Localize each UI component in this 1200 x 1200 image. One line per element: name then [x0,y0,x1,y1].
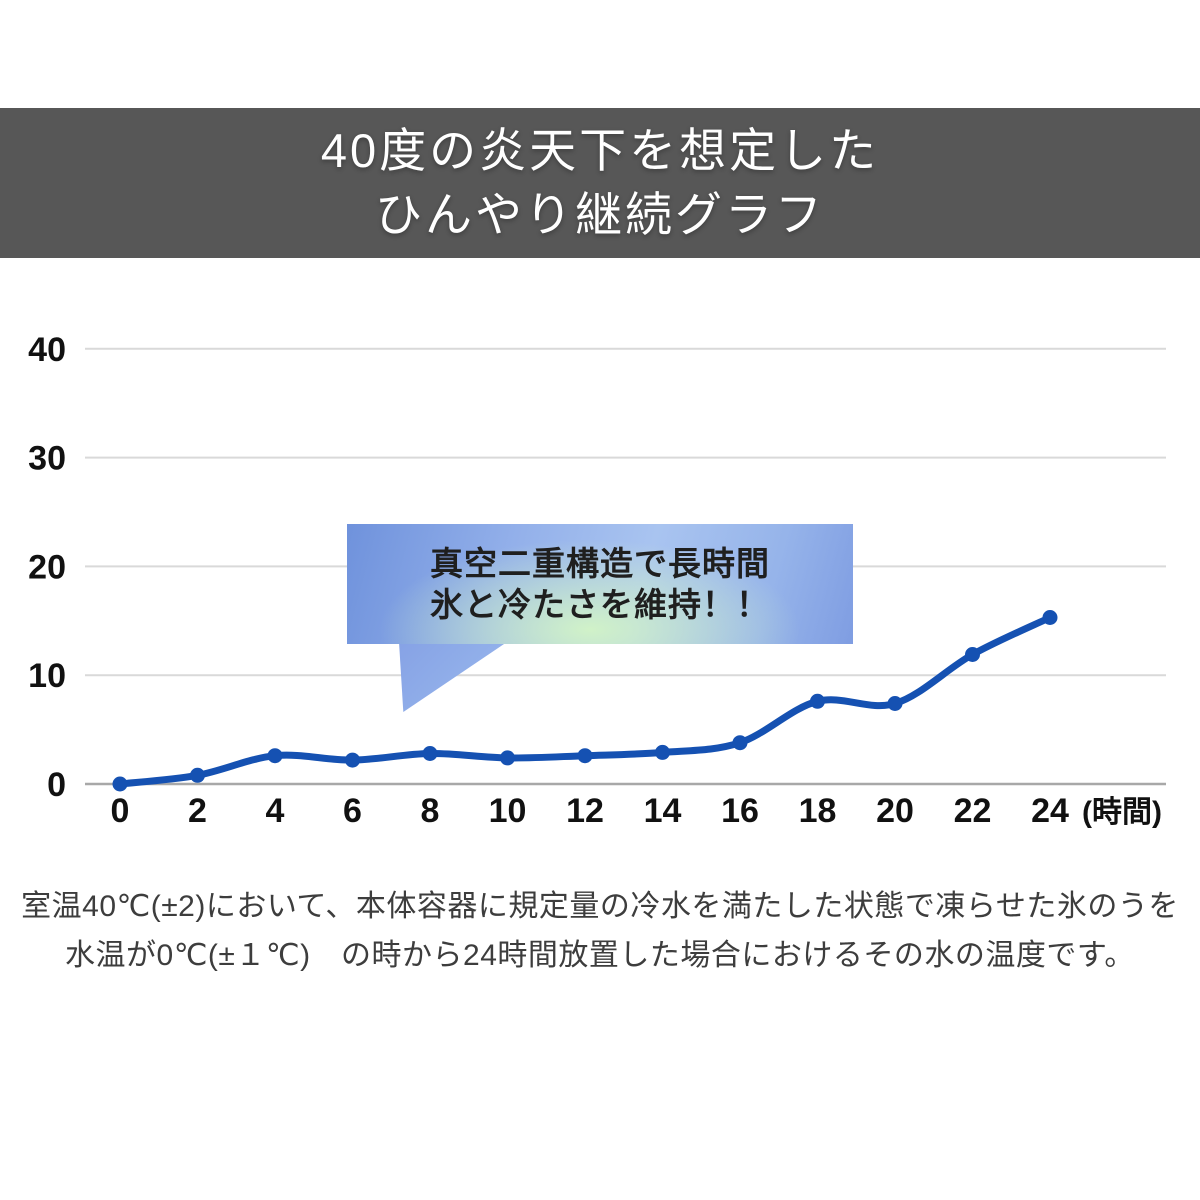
data-point-marker [810,693,825,709]
y-tick-label: 10 [28,657,66,695]
data-point-marker [577,748,593,764]
x-tick-label: 0 [111,792,130,830]
page-title-line-1: 40度の炎天下を想定した [320,124,880,177]
footnote-line-2: 水温が0℃(±１℃) の時から24時間放置した場合におけるその水の温度です。 [65,939,1135,972]
y-tick-label: 0 [47,766,66,804]
x-tick-label: 12 [566,792,604,830]
x-tick-label: 4 [266,792,285,830]
header-banner: 40度の炎天下を想定した ひんやり継続グラフ [0,108,1200,258]
x-tick-label: 20 [876,792,914,830]
speech-bubble: 真空二重構造で長時間 氷と冷たさを維持！！ [347,524,853,644]
data-point-marker [190,767,205,783]
x-tick-label: 18 [799,792,837,830]
data-point-marker [422,746,438,761]
line-chart: 0 10 20 30 40 0 2 4 6 8 10 12 14 16 18 20 22 24 (時間) [0,300,1200,860]
y-tick-label: 40 [28,331,66,369]
x-tick-label: 14 [644,792,682,830]
x-tick-label: 6 [343,792,362,830]
x-tick-label: 22 [954,792,992,830]
data-point-marker [345,752,360,768]
data-point-marker [112,776,128,792]
page-title-line-2: ひんやり継続グラフ [375,188,825,241]
data-point-marker [887,696,903,711]
footnote: 室温40℃(±2)において、本体容器に規定量の冷水を満たした状態で凍らせた氷のう… [0,882,1200,980]
data-point-marker [1042,610,1058,625]
x-tick-label: 16 [721,792,759,830]
y-tick-label: 30 [28,440,66,478]
data-point-marker [267,748,283,764]
x-tick-label: 8 [421,792,440,830]
x-tick-label: 10 [489,792,527,830]
x-axis-unit-label: (時間) [1082,796,1162,829]
data-point-marker [732,735,748,751]
y-tick-label: 20 [28,548,66,586]
data-point-marker [655,744,670,760]
data-point-marker [965,647,980,662]
data-point-marker [500,750,515,766]
x-tick-label: 24 [1031,792,1069,830]
callout-text-line-1: 真空二重構造で長時間 [430,545,770,582]
callout-text-line-2: 氷と冷たさを維持！！ [430,586,770,623]
x-tick-label: 2 [188,792,207,830]
footnote-line-1: 室温40℃(±2)において、本体容器に規定量の冷水を満たした状態で凍らせた氷のう… [21,890,1179,923]
